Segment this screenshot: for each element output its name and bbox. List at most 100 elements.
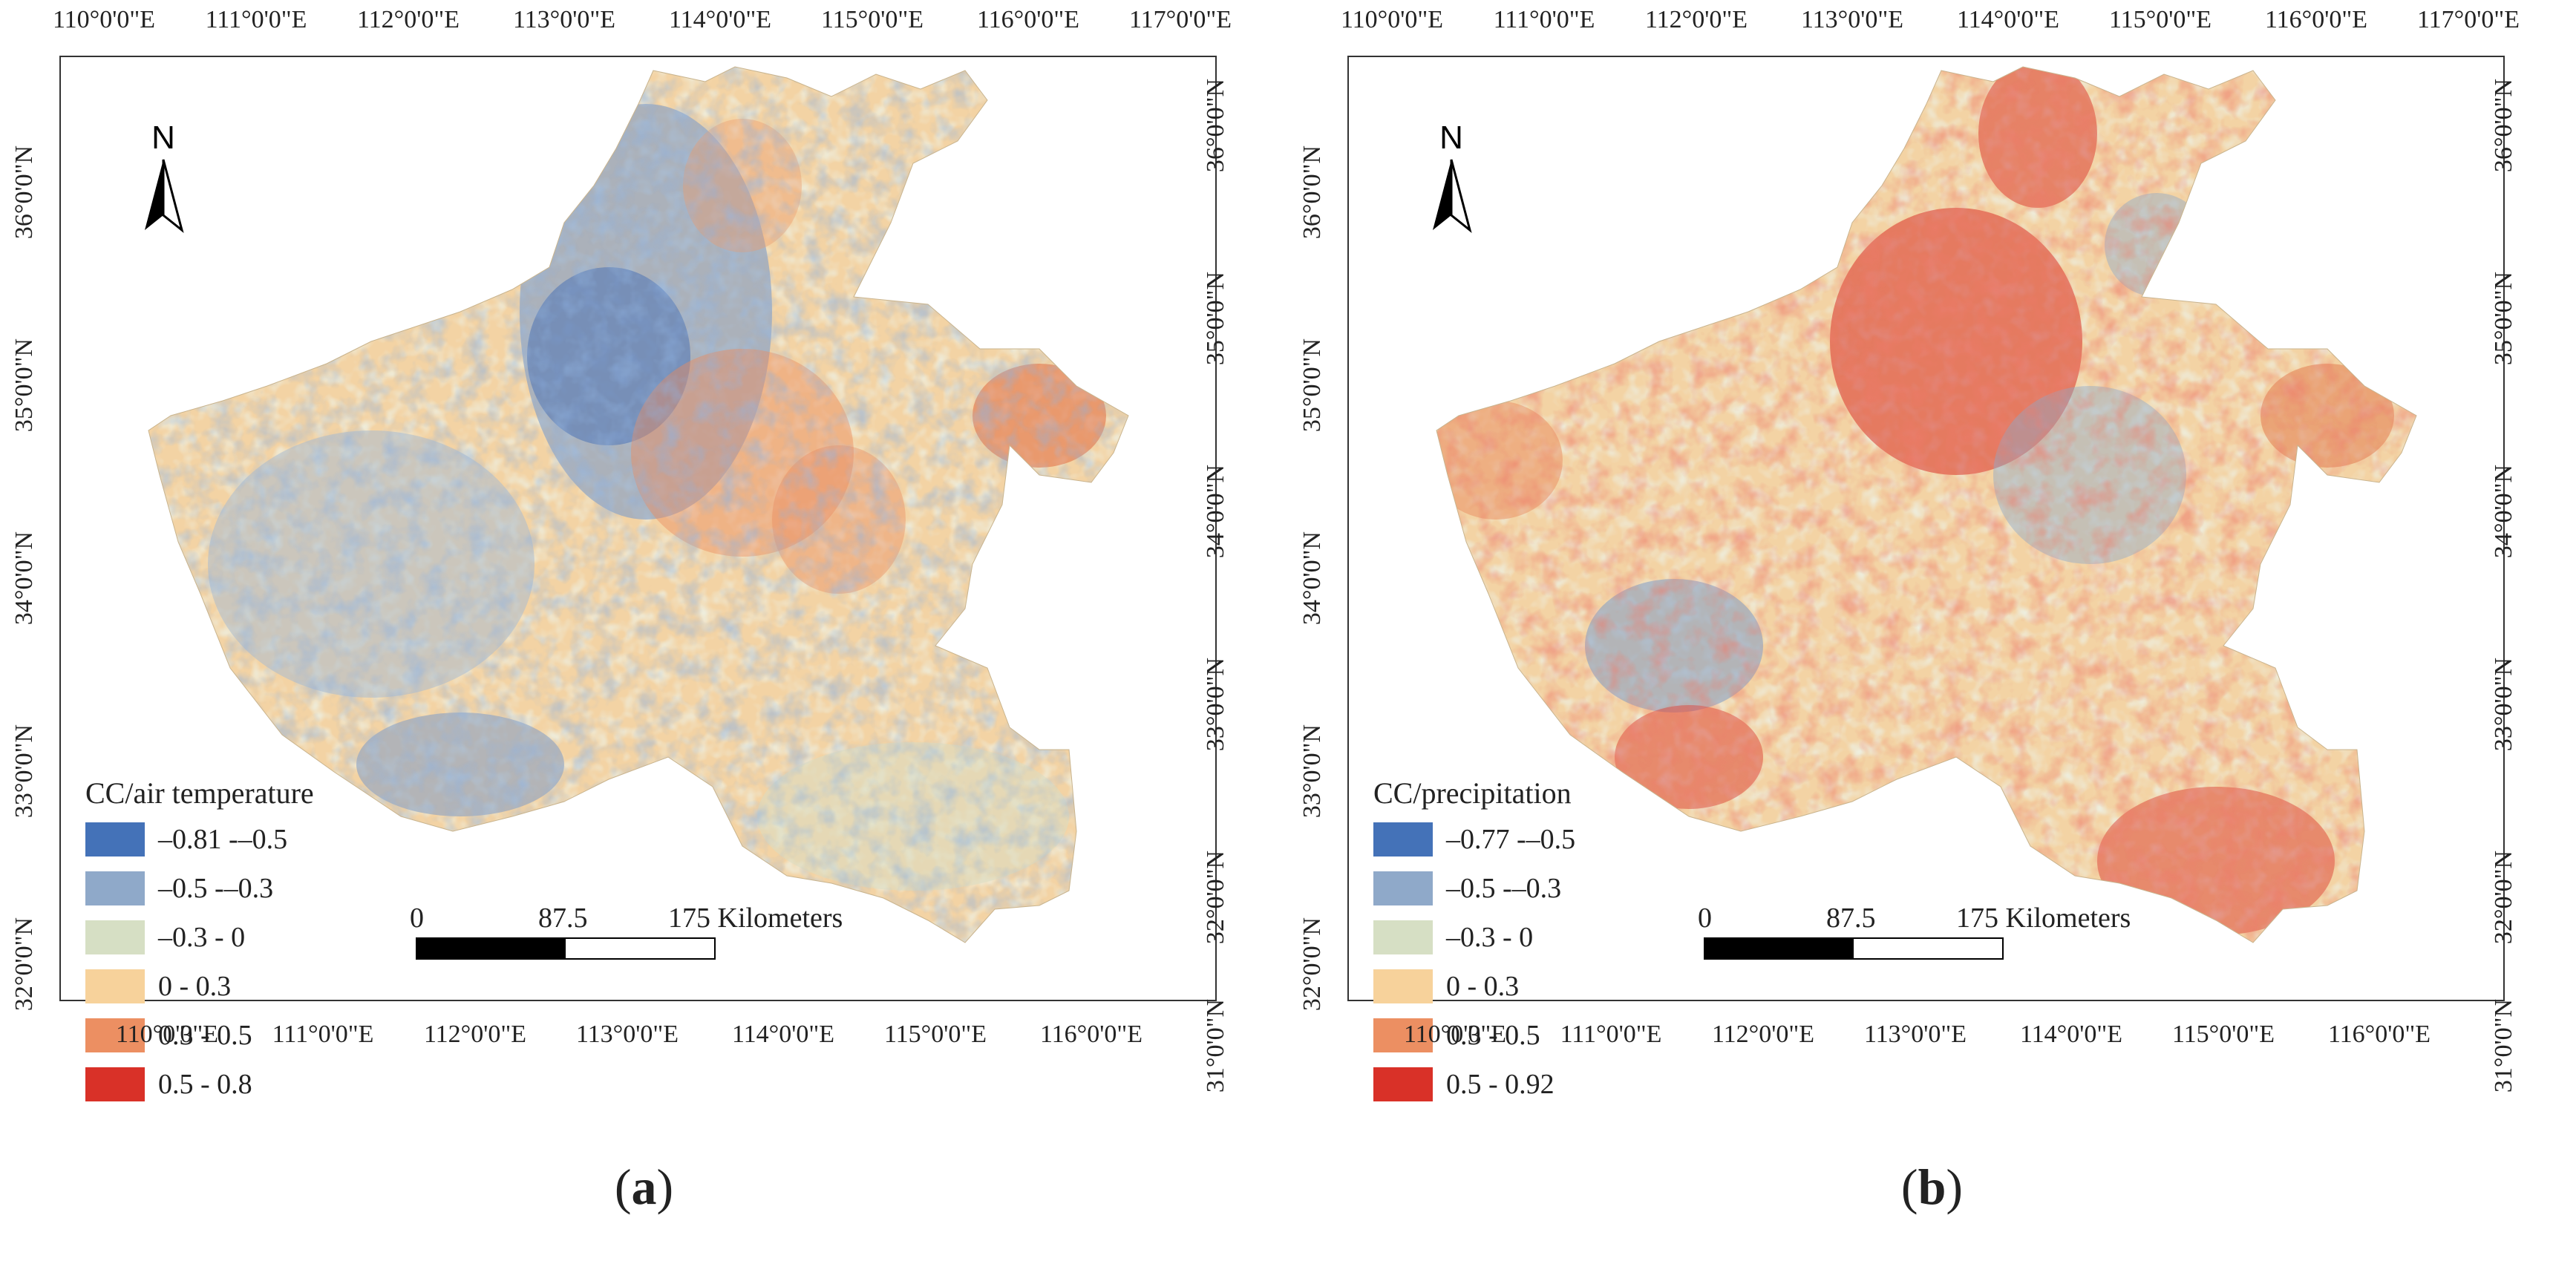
legend-swatch: [1373, 871, 1433, 905]
legend-label: –0.81 -–0.5: [158, 824, 288, 855]
scale-label: 87.5: [538, 903, 588, 934]
legend-item: 0 - 0.3: [85, 962, 314, 1011]
lat-tick-label: 36°0'0"N: [1298, 145, 1327, 240]
lon-tick-label: 113°0'0"E: [575, 1021, 679, 1048]
map-canvas: [148, 66, 1129, 943]
legend-swatch: [85, 1067, 145, 1101]
legend-swatch: [85, 920, 145, 954]
lon-tick-label: 111°0'0"E: [1560, 1021, 1662, 1048]
lon-tick-label: 113°0'0"E: [1800, 6, 1904, 33]
lat-tick-label: 32°0'0"N: [1202, 850, 1230, 945]
lat-tick-label: 35°0'0"N: [1298, 338, 1327, 433]
lon-tick-label: 115°0'0"E: [883, 1021, 987, 1048]
legend-item: –0.3 - 0: [1373, 913, 1575, 962]
legend-item: 0.5 - 0.8: [85, 1060, 314, 1109]
lat-tick-label: 36°0'0"N: [2490, 78, 2518, 173]
map-panel-a: 110°0'0"E 111°0'0"E 112°0'0"E 113°0'0"E …: [0, 0, 1288, 1215]
legend-item: –0.3 - 0: [85, 913, 314, 962]
region-outline: [148, 66, 1129, 943]
lon-tick-label: 117°0'0"E: [1128, 6, 1232, 33]
legend-swatch: [1373, 1018, 1433, 1052]
lat-tick-label: 34°0'0"N: [2490, 464, 2518, 559]
lat-tick-label: 36°0'0"N: [1202, 78, 1230, 173]
lat-tick-label: 34°0'0"N: [10, 531, 39, 626]
lon-tick-label: 115°0'0"E: [820, 6, 924, 33]
lon-tick-label: 110°0'0"E: [1403, 1021, 1507, 1048]
region-outline: [1436, 66, 2417, 943]
lat-tick-label: 35°0'0"N: [1202, 271, 1230, 366]
lon-tick-label: 110°0'0"E: [1340, 6, 1444, 33]
legend: CC/precipitation –0.77 -–0.5 –0.5 -–0.3 …: [1373, 776, 1575, 1109]
lon-tick-label: 110°0'0"E: [52, 6, 156, 33]
lon-tick-label: 114°0'0"E: [731, 1021, 835, 1048]
lat-tick-label: 35°0'0"N: [2490, 271, 2518, 366]
lat-tick-label: 34°0'0"N: [1202, 464, 1230, 559]
legend-label: 0.5 - 0.92: [1446, 1069, 1555, 1100]
legend-item: –0.5 -–0.3: [85, 864, 314, 913]
scale-bar: 0 87.5 175 Kilometers: [1698, 902, 2131, 960]
legend-label: –0.5 -–0.3: [158, 873, 274, 904]
legend-swatch: [1373, 1067, 1433, 1101]
legend-swatch: [1373, 822, 1433, 857]
legend-label: 0.3 - 0.5: [1446, 1020, 1540, 1051]
lat-tick-label: 34°0'0"N: [1298, 531, 1327, 626]
lat-tick-label: 32°0'0"N: [2490, 850, 2518, 945]
lon-tick-label: 116°0'0"E: [2327, 1021, 2431, 1048]
legend-swatch: [85, 969, 145, 1003]
caption-letter: a: [631, 1159, 657, 1215]
lon-tick-label: 110°0'0"E: [115, 1021, 219, 1048]
legend-label: –0.5 -–0.3: [1446, 873, 1562, 904]
lon-tick-label: 112°0'0"E: [423, 1021, 527, 1048]
legend-swatch: [1373, 969, 1433, 1003]
legend-label: 0 - 0.3: [158, 971, 232, 1002]
lon-tick-label: 112°0'0"E: [1644, 6, 1748, 33]
scale-label: 175 Kilometers: [1956, 903, 2131, 934]
lon-tick-label: 113°0'0"E: [1863, 1021, 1967, 1048]
lon-tick-label: 117°0'0"E: [2416, 6, 2520, 33]
lon-tick-label: 111°0'0"E: [205, 6, 307, 33]
lon-tick-label: 115°0'0"E: [2108, 6, 2212, 33]
scale-bar: 0 87.5 175 Kilometers: [410, 902, 843, 960]
scale-label: 175 Kilometers: [668, 903, 843, 934]
top-longitude-labels: 110°0'0"E 111°0'0"E 112°0'0"E 113°0'0"E …: [0, 0, 1288, 45]
lat-tick-label: 32°0'0"N: [10, 917, 39, 1012]
legend-label: 0.3 - 0.5: [158, 1020, 252, 1051]
lon-tick-label: 116°0'0"E: [1039, 1021, 1143, 1048]
legend-label: 0.5 - 0.8: [158, 1069, 252, 1100]
scale-label: 0: [1698, 903, 1712, 934]
legend-label: –0.3 - 0: [1446, 922, 1534, 953]
lon-tick-label: 113°0'0"E: [512, 6, 616, 33]
top-longitude-labels: 110°0'0"E 111°0'0"E 112°0'0"E 113°0'0"E …: [1288, 0, 2576, 45]
scale-label: 87.5: [1826, 903, 1876, 934]
lat-tick-label: 35°0'0"N: [10, 338, 39, 433]
legend-item: 0 - 0.3: [1373, 962, 1575, 1011]
legend-item: –0.5 -–0.3: [1373, 864, 1575, 913]
legend-item: 0.3 - 0.5: [85, 1011, 314, 1060]
legend-swatch: [1373, 920, 1433, 954]
lon-tick-label: 115°0'0"E: [2171, 1021, 2275, 1048]
scale-label: 0: [410, 903, 424, 934]
legend: CC/air temperature –0.81 -–0.5 –0.5 -–0.…: [85, 776, 314, 1109]
lon-tick-label: 112°0'0"E: [356, 6, 460, 33]
lat-tick-label: 33°0'0"N: [10, 724, 39, 819]
legend-title: CC/precipitation: [1373, 776, 1572, 810]
map-canvas: [1436, 66, 2417, 943]
lat-tick-label: 33°0'0"N: [2490, 657, 2518, 752]
lat-tick-label: 33°0'0"N: [1298, 724, 1327, 819]
lon-tick-label: 116°0'0"E: [2264, 6, 2368, 33]
lon-tick-label: 112°0'0"E: [1711, 1021, 1815, 1048]
lat-tick-label: 32°0'0"N: [1298, 917, 1327, 1012]
legend-swatch: [85, 822, 145, 857]
lon-tick-label: 111°0'0"E: [272, 1021, 374, 1048]
legend-item: 0.5 - 0.92: [1373, 1060, 1575, 1109]
caption-letter: b: [1918, 1159, 1946, 1215]
bottom-longitude-labels: 110°0'0"E 111°0'0"E 112°0'0"E 113°0'0"E …: [0, 1021, 1288, 1065]
panel-caption: (b): [1900, 1159, 1964, 1215]
legend-title: CC/air temperature: [85, 776, 314, 810]
north-arrow-label: N: [151, 119, 175, 156]
lon-tick-label: 114°0'0"E: [2019, 1021, 2123, 1048]
lat-tick-label: 36°0'0"N: [10, 145, 39, 240]
map-panel-b: 110°0'0"E 111°0'0"E 112°0'0"E 113°0'0"E …: [1288, 0, 2576, 1261]
legend-label: –0.3 - 0: [158, 922, 246, 953]
legend-item: –0.77 -–0.5: [1373, 815, 1575, 864]
